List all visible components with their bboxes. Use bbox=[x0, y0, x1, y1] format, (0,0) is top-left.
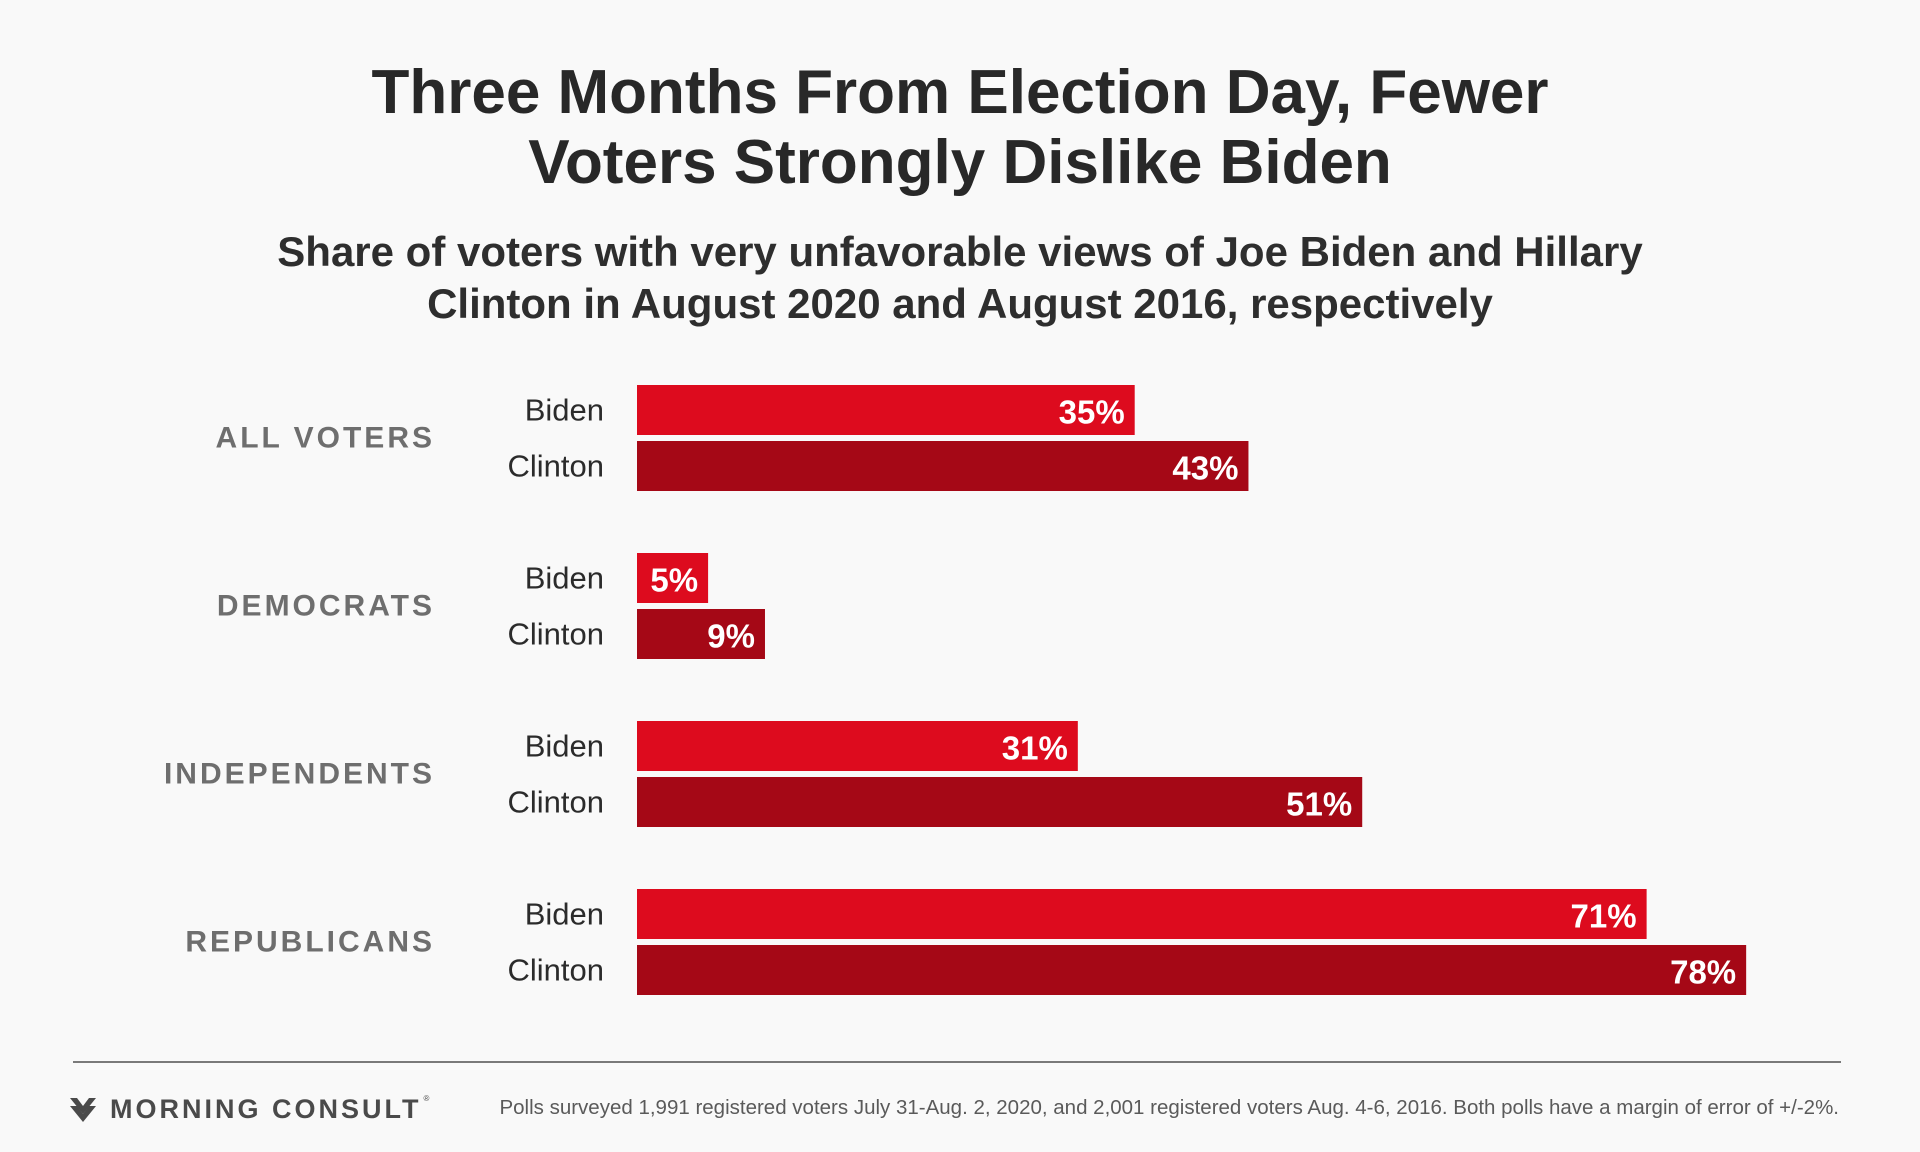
category-label-all-voters: ALL VOTERS bbox=[216, 422, 435, 455]
footer-divider bbox=[73, 1061, 1841, 1063]
bar-biden-republicans bbox=[637, 889, 1647, 939]
series-label-biden-republicans: Biden bbox=[525, 897, 604, 932]
subtitle-line-2: Clinton in August 2020 and August 2016, … bbox=[427, 280, 1493, 327]
value-label-biden-independents: 31% bbox=[1002, 730, 1068, 767]
series-label-clinton-independents: Clinton bbox=[508, 785, 605, 820]
chevron-logo-icon bbox=[70, 1098, 96, 1122]
bar-clinton-democrats bbox=[637, 609, 765, 659]
value-label-biden-republicans: 71% bbox=[1571, 898, 1637, 935]
morning-consult-logo: MORNING CONSULT ® bbox=[70, 1094, 429, 1124]
category-label-independents: INDEPENDENTS bbox=[164, 758, 435, 791]
bar-clinton-independents bbox=[637, 777, 1363, 827]
category-label-democrats: DEMOCRATS bbox=[217, 590, 435, 623]
chart-title: Three Months From Election Day, Fewer Vo… bbox=[0, 58, 1920, 198]
value-label-clinton-republicans: 78% bbox=[1670, 954, 1736, 991]
value-label-biden-all-voters: 35% bbox=[1059, 394, 1125, 431]
logo-text: MORNING CONSULT bbox=[110, 1093, 422, 1124]
bar-clinton-republicans bbox=[637, 945, 1747, 995]
value-label-clinton-independents: 51% bbox=[1286, 786, 1352, 823]
title-line-1: Three Months From Election Day, Fewer bbox=[371, 58, 1549, 127]
category-label-republicans: REPUBLICANS bbox=[185, 926, 435, 959]
logo-registered-mark: ® bbox=[423, 1094, 430, 1103]
bar-chart: ALL VOTERS Biden 35% Clinton 43% DEMOCRATS Bid… bbox=[164, 385, 1747, 995]
series-label-biden-all-voters: Biden bbox=[525, 393, 604, 428]
value-label-clinton-all-voters: 43% bbox=[1172, 450, 1238, 487]
bar-biden-all-voters bbox=[637, 385, 1135, 435]
title-line-2: Voters Strongly Dislike Biden bbox=[528, 128, 1392, 197]
bar-biden-independents bbox=[637, 721, 1078, 771]
series-label-clinton-republicans: Clinton bbox=[508, 953, 605, 988]
subtitle-line-1: Share of voters with very unfavorable vi… bbox=[277, 228, 1643, 275]
source-footnote: Polls surveyed 1,991 registered voters J… bbox=[499, 1096, 1839, 1119]
series-label-clinton-democrats: Clinton bbox=[508, 617, 605, 652]
value-label-clinton-democrats: 9% bbox=[707, 618, 755, 655]
bar-clinton-all-voters bbox=[637, 441, 1249, 491]
series-label-biden-democrats: Biden bbox=[525, 561, 604, 596]
series-label-clinton-all-voters: Clinton bbox=[508, 449, 605, 484]
series-label-biden-independents: Biden bbox=[525, 729, 604, 764]
value-label-biden-democrats: 5% bbox=[650, 562, 698, 599]
bar-biden-democrats bbox=[637, 553, 709, 603]
chart-subtitle: Share of voters with very unfavorable vi… bbox=[0, 226, 1920, 330]
